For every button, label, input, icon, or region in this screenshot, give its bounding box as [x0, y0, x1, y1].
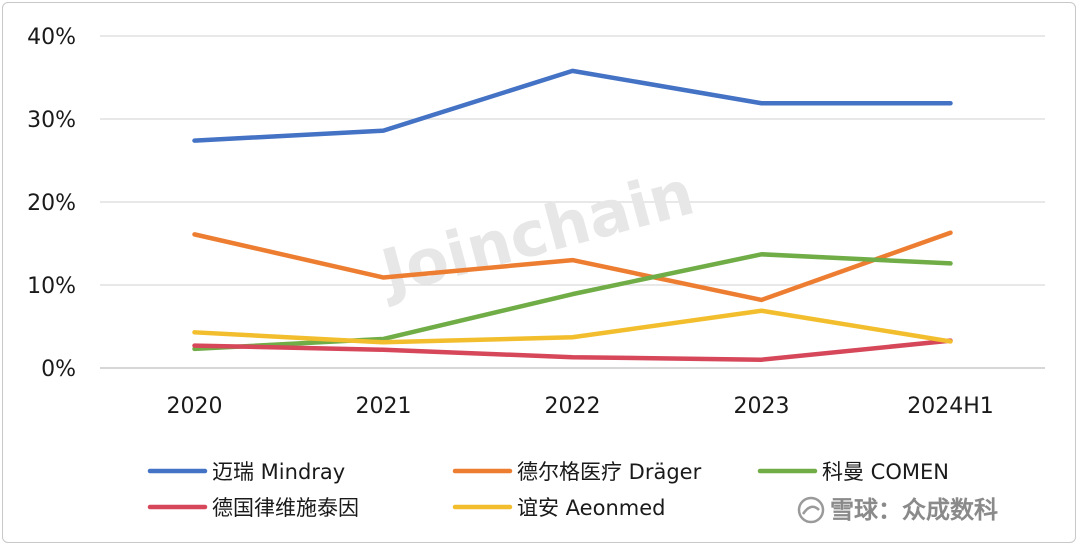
x-tick-label: 2022	[545, 394, 601, 419]
y-axis-ticks: 0% 10% 20% 30% 40%	[27, 25, 76, 382]
source-badge: 雪球：众成数科	[797, 496, 998, 524]
gridlines	[100, 35, 1045, 369]
legend-item: 谊安 Aeonmed	[452, 496, 665, 520]
y-tick-label: 0%	[41, 357, 76, 382]
series-line	[192, 252, 953, 352]
snowball-icon	[797, 496, 825, 524]
legend-label: 德尔格医疗 Dräger	[517, 460, 702, 484]
x-tick-label: 2023	[734, 394, 790, 419]
series-line	[192, 308, 953, 345]
legend: 迈瑞 Mindray 德尔格医疗 Dräger 科曼 COMEN 德国律维施泰因 谊安 …	[147, 460, 949, 520]
x-tick-label: 2020	[167, 394, 223, 419]
series-lines	[192, 68, 953, 362]
x-tick-label: 2021	[356, 394, 412, 419]
y-tick-label: 10%	[27, 274, 76, 299]
y-tick-label: 40%	[27, 25, 76, 50]
legend-label: 谊安 Aeonmed	[517, 496, 665, 520]
legend-label: 德国律维施泰因	[212, 496, 359, 520]
y-tick-label: 20%	[27, 191, 76, 216]
watermark: Joinchain	[370, 156, 701, 310]
legend-label: 迈瑞 Mindray	[212, 460, 345, 484]
legend-item: 科曼 COMEN	[757, 460, 949, 484]
legend-item: 德国律维施泰因	[147, 496, 359, 520]
legend-item: 迈瑞 Mindray	[147, 460, 345, 484]
y-tick-label: 30%	[27, 108, 76, 133]
x-tick-label: 2024H1	[907, 394, 994, 419]
x-axis-ticks: 2020 2021 2022 2023 2024H1	[167, 394, 994, 419]
series-line	[192, 68, 953, 143]
legend-item: 德尔格医疗 Dräger	[452, 460, 702, 484]
legend-label: 科曼 COMEN	[822, 460, 949, 484]
source-badge-text: 雪球：众成数科	[830, 496, 998, 524]
